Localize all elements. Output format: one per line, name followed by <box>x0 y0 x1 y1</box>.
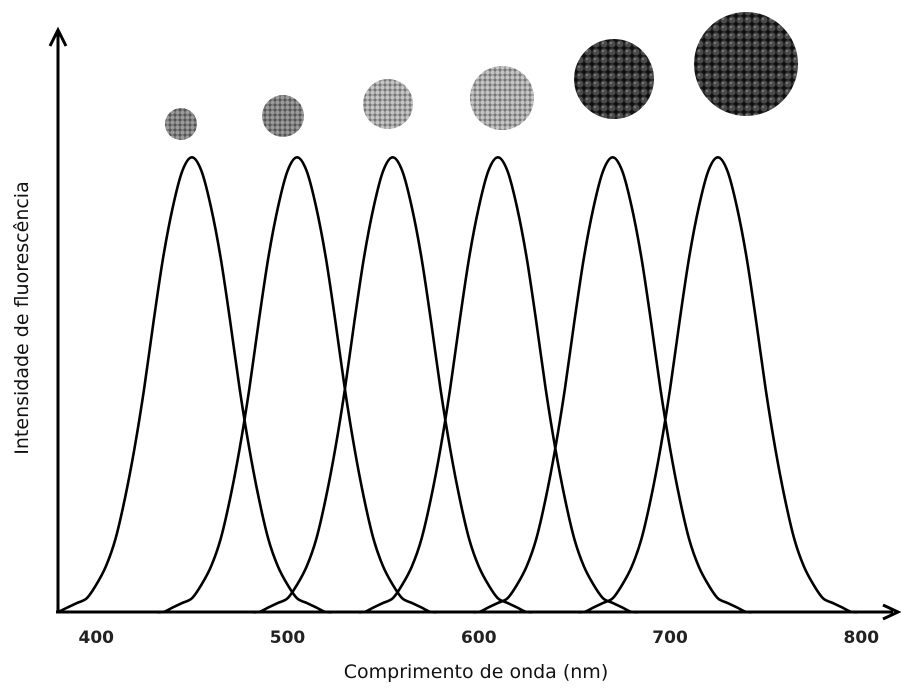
x-tick-label: 800 <box>844 628 880 648</box>
nanocrystal <box>262 95 304 137</box>
y-axis-arrow <box>48 26 68 47</box>
emission-curve <box>58 156 881 614</box>
x-tick-label: 500 <box>270 628 306 648</box>
y-axis-title: Intensidade de fluorescência <box>11 181 33 454</box>
nanocrystal <box>165 108 197 140</box>
nanocrystal <box>363 79 413 129</box>
nanocrystal <box>470 66 534 130</box>
nanocrystal <box>694 12 798 116</box>
x-axis-title: Comprimento de onda (nm) <box>344 661 608 683</box>
emission-curve <box>57 156 881 614</box>
nanocrystal <box>574 39 654 119</box>
x-tick-label: 600 <box>461 628 497 648</box>
emission-curve <box>58 156 881 614</box>
emission-curve <box>58 156 881 614</box>
x-tick-label: 400 <box>79 628 115 648</box>
x-axis-arrow <box>882 603 901 621</box>
emission-curve <box>58 156 881 614</box>
emission-curve <box>58 156 881 614</box>
nanocrystals <box>165 12 798 140</box>
x-tick-label: 700 <box>652 628 688 648</box>
